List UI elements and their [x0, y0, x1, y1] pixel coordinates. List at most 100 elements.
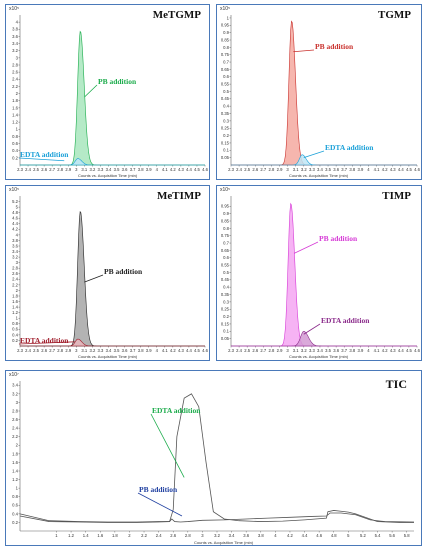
x-tick-label: 4.6	[202, 167, 208, 172]
chart-panel-metgmp: 0.2 0.4 0.6 0.8 1 1.2 1.4 1.6 1.8 2 2.2 2.4 2.6 2.8 3 3…	[5, 4, 210, 180]
y-tick-label: 0.4	[12, 511, 18, 516]
x-tick-label: 3	[201, 533, 204, 538]
series-line	[19, 512, 415, 523]
y-tick-label: 0.65	[221, 248, 230, 253]
x-tick-label: 4.3	[390, 348, 396, 353]
x-tick-label: 2.5	[33, 348, 39, 353]
y-tick-label: 0.4	[223, 104, 229, 109]
x-tick-label: 2.6	[252, 348, 258, 353]
y-tick-label: 5.2	[12, 199, 18, 204]
y-tick-label: 0.5	[223, 89, 229, 94]
y-tick-label: 3.8	[12, 238, 18, 243]
y-tick-label: 1.8	[12, 98, 18, 103]
annotation-arrow	[150, 413, 185, 478]
x-tick-label: 4.4	[302, 533, 308, 538]
x-tick-label: 3.9	[357, 348, 363, 353]
chart-svg: 0.05 0.1 0.15 0.2 0.25 0.3 0.35 0.4 0.45 0.5 0.55 0…	[221, 15, 421, 172]
y-scale-label: x10⁵	[220, 6, 231, 12]
x-tick-label: 1.2	[68, 533, 74, 538]
x-tick-label: 2.6	[41, 348, 47, 353]
series-area	[20, 210, 205, 347]
x-tick-label: 4.5	[406, 348, 412, 353]
y-tick-label: 0.05	[221, 336, 230, 341]
x-tick-label: 2.8	[269, 167, 275, 172]
y-tick-label: 0.4	[12, 332, 18, 337]
x-tick-label: 2.2	[141, 533, 147, 538]
y-tick-label: 0.95	[221, 204, 230, 209]
chart-title: TGMP	[378, 9, 411, 21]
y-tick-label: 0.2	[223, 314, 229, 319]
x-tick-label: 4.8	[331, 533, 337, 538]
y-tick-label: 3.2	[12, 391, 18, 396]
x-tick-label: 3.8	[349, 348, 355, 353]
x-tick-label: 2.4	[25, 167, 31, 172]
y-scale-label: x10⁵	[220, 187, 231, 193]
y-tick-label: 0.45	[221, 277, 230, 282]
y-tick-label: 0.35	[221, 292, 230, 297]
x-tick-label: 2.9	[65, 167, 71, 172]
y-tick-label: 0.9	[223, 211, 229, 216]
y-tick-label: 3.6	[12, 34, 18, 39]
x-tick-label: 2.3	[228, 167, 234, 172]
x-tick-label: 4	[156, 348, 159, 353]
x-tick-label: 3.6	[122, 348, 128, 353]
y-tick-label: 2.8	[12, 62, 18, 67]
x-tick-label: 2.5	[244, 167, 250, 172]
x-tick-label: 3.5	[325, 167, 331, 172]
y-tick-label: 0.1	[223, 148, 229, 153]
y-tick-label: 2.2	[12, 282, 18, 287]
series-annotation: EDTA addition	[325, 143, 374, 152]
y-tick-label: 0.2	[12, 338, 18, 343]
x-tick-label: 3.2	[301, 167, 307, 172]
y-tick-label: 0.8	[223, 226, 229, 231]
y-tick-label: 0.2	[12, 520, 18, 525]
x-tick-label: 2.8	[185, 533, 191, 538]
y-tick-label: 1.2	[12, 120, 18, 125]
x-tick-label: 4.2	[170, 167, 176, 172]
y-tick-label: 3.4	[12, 249, 18, 254]
x-tick-label: 3	[75, 167, 78, 172]
x-tick-label: 2.9	[277, 348, 283, 353]
y-tick-label: 4.8	[12, 210, 18, 215]
x-tick-label: 3	[75, 348, 78, 353]
series-annotation: PB addition	[104, 267, 143, 276]
x-tick-label: 3.8	[349, 167, 355, 172]
x-tick-label: 2.9	[65, 348, 71, 353]
x-tick-label: 3.6	[333, 348, 339, 353]
x-tick-label: 3.4	[106, 348, 112, 353]
x-tick-label: 3.7	[130, 167, 136, 172]
y-tick-label: 1.4	[12, 112, 18, 117]
chart-title: TIMP	[382, 190, 411, 202]
x-tick-label: 4.1	[162, 167, 168, 172]
x-tick-label: 4.6	[202, 348, 208, 353]
y-tick-label: 4	[16, 20, 19, 25]
x-tick-label: 4	[274, 533, 277, 538]
y-tick-label: 2	[16, 443, 19, 448]
y-tick-label: 2.4	[12, 77, 18, 82]
chart-svg: 0.2 0.4 0.6 0.8 1 1.2 1.4 1.6 1.8 2 2.2 2.4 2.6 2.8 3 3…	[12, 381, 415, 538]
x-tick-label: 4.1	[374, 348, 380, 353]
y-tick-label: 0.15	[221, 140, 230, 145]
y-tick-label: 3	[16, 400, 19, 405]
series-annotation: EDTA addition	[20, 336, 69, 345]
annotation-arrow	[293, 241, 319, 254]
x-tick-label: 2.4	[156, 533, 162, 538]
y-tick-label: 0.65	[221, 67, 230, 72]
x-tick-label: 4.4	[186, 167, 192, 172]
y-tick-label: 0.4	[12, 148, 18, 153]
y-tick-label: 3.2	[12, 255, 18, 260]
x-tick-label: 4.2	[382, 348, 388, 353]
y-tick-label: 0.35	[221, 111, 230, 116]
x-tick-label: 3.1	[293, 167, 299, 172]
y-tick-label: 0.2	[12, 155, 18, 160]
x-tick-label: 3.7	[341, 167, 347, 172]
y-tick-label: 4	[16, 232, 19, 237]
annotation-arrow	[18, 157, 65, 162]
y-tick-label: 1	[16, 486, 19, 491]
y-tick-label: 1.6	[12, 460, 18, 465]
y-scale-label: x10⁵	[9, 6, 20, 12]
series-area	[20, 30, 205, 166]
y-tick-label: 3.4	[12, 41, 18, 46]
y-scale-label: x10⁷	[9, 372, 19, 378]
y-tick-label: 0.45	[221, 96, 230, 101]
